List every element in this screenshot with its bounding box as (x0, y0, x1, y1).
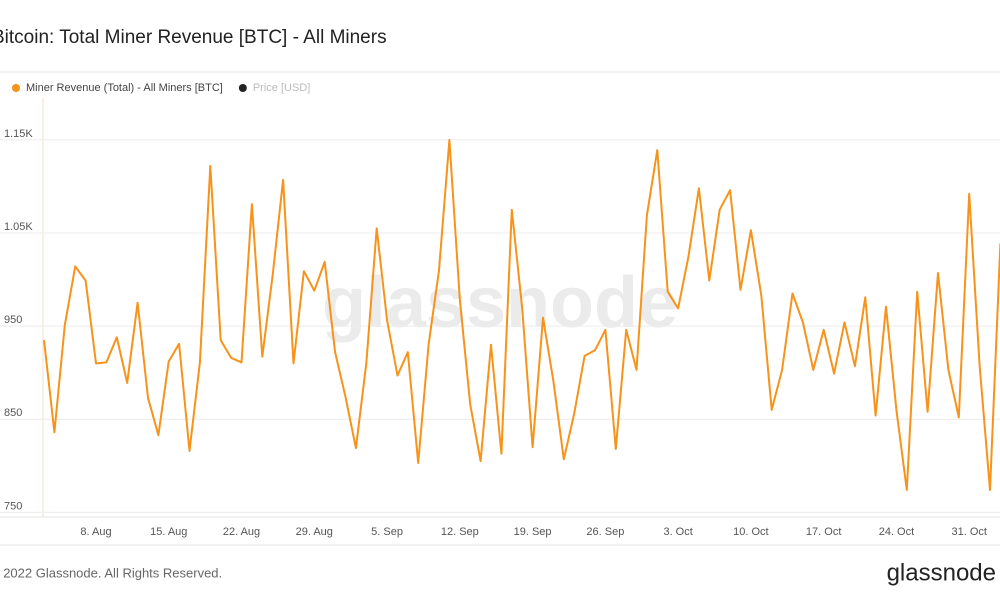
legend-label: Miner Revenue (Total) - All Miners [BTC] (26, 82, 223, 94)
chart-title: Bitcoin: Total Miner Revenue [BTC] - All… (0, 27, 387, 48)
legend-label: Price [USD] (253, 82, 310, 94)
footer: © 2022 Glassnode. All Rights Reserved. (0, 565, 222, 580)
y-tick-label: 1.15K (4, 128, 33, 140)
x-tick-label: 5. Sep (371, 526, 403, 538)
x-tick-label: 29. Aug (296, 526, 333, 538)
x-tick-label: 17. Oct (806, 526, 841, 538)
x-tick-label: 26. Sep (586, 526, 624, 538)
x-tick-label: 24. Oct (879, 526, 914, 538)
x-tick-label: 12. Sep (441, 526, 479, 538)
logo: glassnode (887, 559, 996, 586)
x-tick-label: 10. Oct (733, 526, 768, 538)
y-tick-label: 750 (4, 500, 22, 512)
x-tick-label: 19. Sep (514, 526, 552, 538)
legend-marker (12, 84, 20, 92)
legend-marker (238, 84, 247, 92)
x-tick-label: 22. Aug (223, 526, 260, 538)
watermark: glassnode (322, 263, 678, 343)
y-tick-label: 950 (4, 314, 22, 326)
y-tick-label: 1.05K (4, 221, 33, 233)
x-tick-label: 31. Oct (951, 526, 986, 538)
x-tick-label: 8. Aug (80, 526, 111, 538)
y-tick-label: 850 (4, 407, 22, 419)
data-line (43, 138, 1000, 491)
x-tick-label: 3. Oct (663, 526, 692, 538)
x-tick-label: 15. Aug (150, 526, 187, 538)
